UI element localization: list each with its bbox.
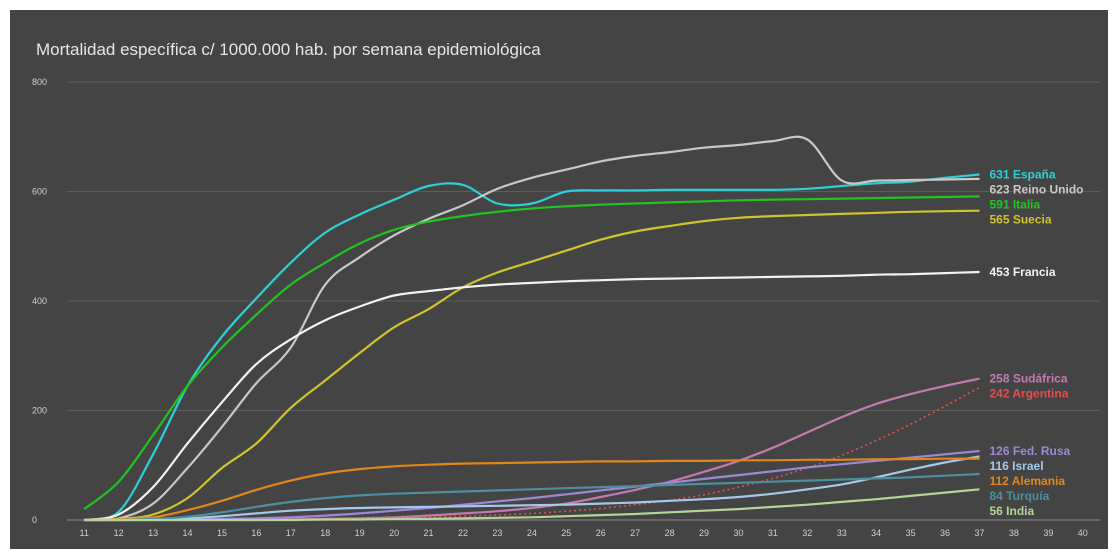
series-end-label: 242 Argentina [989,387,1068,401]
x-tick-label: 14 [183,528,193,538]
x-tick-label: 18 [320,528,330,538]
series-end-label: 565 Suecia [989,213,1051,227]
series-line-francia [84,270,980,522]
x-tick-label: 40 [1078,528,1088,538]
x-tick-label: 32 [802,528,812,538]
x-tick-label: 37 [974,528,984,538]
y-tick-label: 800 [32,77,47,87]
x-tick-label: 26 [596,528,606,538]
series-line-italia [83,195,980,510]
x-tick-label: 19 [355,528,365,538]
series-end-label: 258 Sudáfrica [989,372,1067,386]
x-tick-label: 25 [561,528,571,538]
series-end-label: 631 España [989,168,1055,182]
series-end-label: 453 Francia [989,265,1055,279]
x-tick-label: 31 [768,528,778,538]
x-tick-label: 35 [906,528,916,538]
x-tick-label: 13 [148,528,158,538]
x-tick-label: 36 [940,528,950,538]
x-tick-label: 23 [492,528,502,538]
x-tick-label: 12 [114,528,124,538]
y-tick-label: 200 [32,406,47,416]
series-line-suecia [84,209,980,522]
y-tick-label: 600 [32,187,47,197]
x-tick-label: 38 [1009,528,1019,538]
series-end-label: 56 India [989,504,1034,518]
x-tick-label: 29 [699,528,709,538]
series-end-label: 84 Turquía [989,489,1049,503]
y-tick-label: 0 [32,515,37,525]
x-tick-label: 21 [424,528,434,538]
chart-frame: Mortalidad específica c/ 1000.000 hab. p… [10,10,1108,549]
series-line-reino-unido [84,135,980,522]
series-line-israel [84,455,980,522]
x-tick-label: 34 [871,528,881,538]
x-tick-label: 20 [389,528,399,538]
series-line-india [84,488,980,522]
y-tick-label: 400 [32,296,47,306]
x-tick-label: 28 [665,528,675,538]
x-tick-label: 17 [286,528,296,538]
x-tick-label: 30 [733,528,743,538]
x-tick-label: 39 [1043,528,1053,538]
x-tick-label: 22 [458,528,468,538]
series-end-label: 591 Italia [989,198,1040,212]
x-tick-label: 15 [217,528,227,538]
x-tick-label: 16 [251,528,261,538]
series-line-alemania [84,457,980,522]
series-end-label: 112 Alemania [989,474,1065,488]
x-tick-label: 24 [527,528,537,538]
x-tick-label: 11 [80,528,89,538]
series-end-label: 116 Israel [989,459,1043,473]
series-end-label: 126 Fed. Rusa [989,444,1070,458]
line-chart: 0 200 400 600 800 11 12 13 14 15 16 17 18 19 20 21 22 23 2… [32,77,1100,538]
x-tick-label: 27 [630,528,640,538]
series-line-fed-rusa [84,449,980,522]
x-tick-label: 33 [837,528,847,538]
series-end-label: 623 Reino Unido [989,183,1083,197]
series-line-turqu-a [84,472,980,522]
chart-title: Mortalidad específica c/ 1000.000 hab. p… [36,40,541,59]
series-line-espa-a [83,173,980,522]
